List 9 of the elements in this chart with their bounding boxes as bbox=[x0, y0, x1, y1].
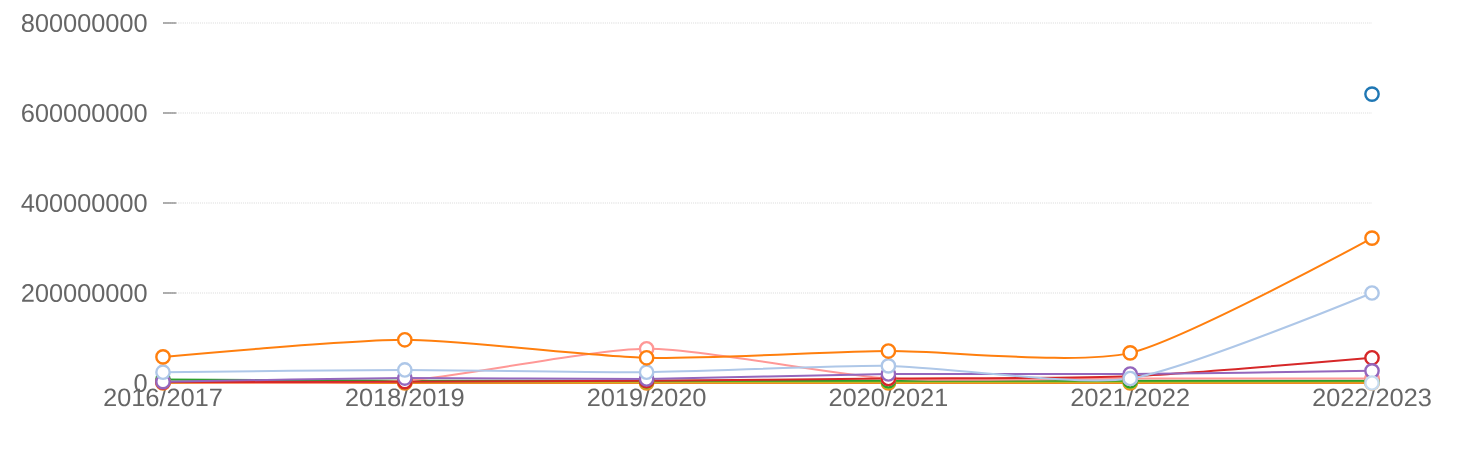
y-tick-label: 800000000 bbox=[21, 14, 147, 32]
x-tick-label: 2019/2020 bbox=[588, 387, 706, 407]
y-tick-label: 400000000 bbox=[21, 194, 147, 212]
x-tick-label: 2020/2021 bbox=[829, 387, 948, 407]
x-tick-label: 2021/2022 bbox=[1071, 387, 1189, 407]
y-tick-label: 200000000 bbox=[22, 284, 147, 302]
x-tick-label: 2022/2023 bbox=[1313, 387, 1431, 407]
x-tick-label: 2018/2019 bbox=[346, 387, 464, 407]
y-tick-label: 600000000 bbox=[22, 104, 147, 122]
